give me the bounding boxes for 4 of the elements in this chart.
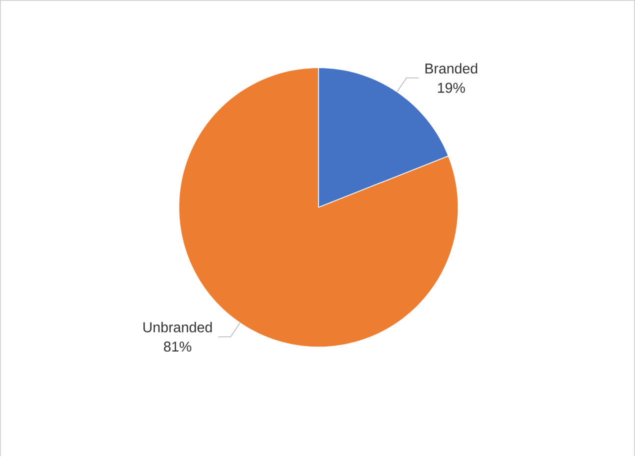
slice-label: Branded <box>425 63 478 74</box>
data-label: 81% <box>164 342 192 352</box>
slice-label: Unbranded <box>143 322 212 333</box>
data-label: 19% <box>438 82 465 94</box>
